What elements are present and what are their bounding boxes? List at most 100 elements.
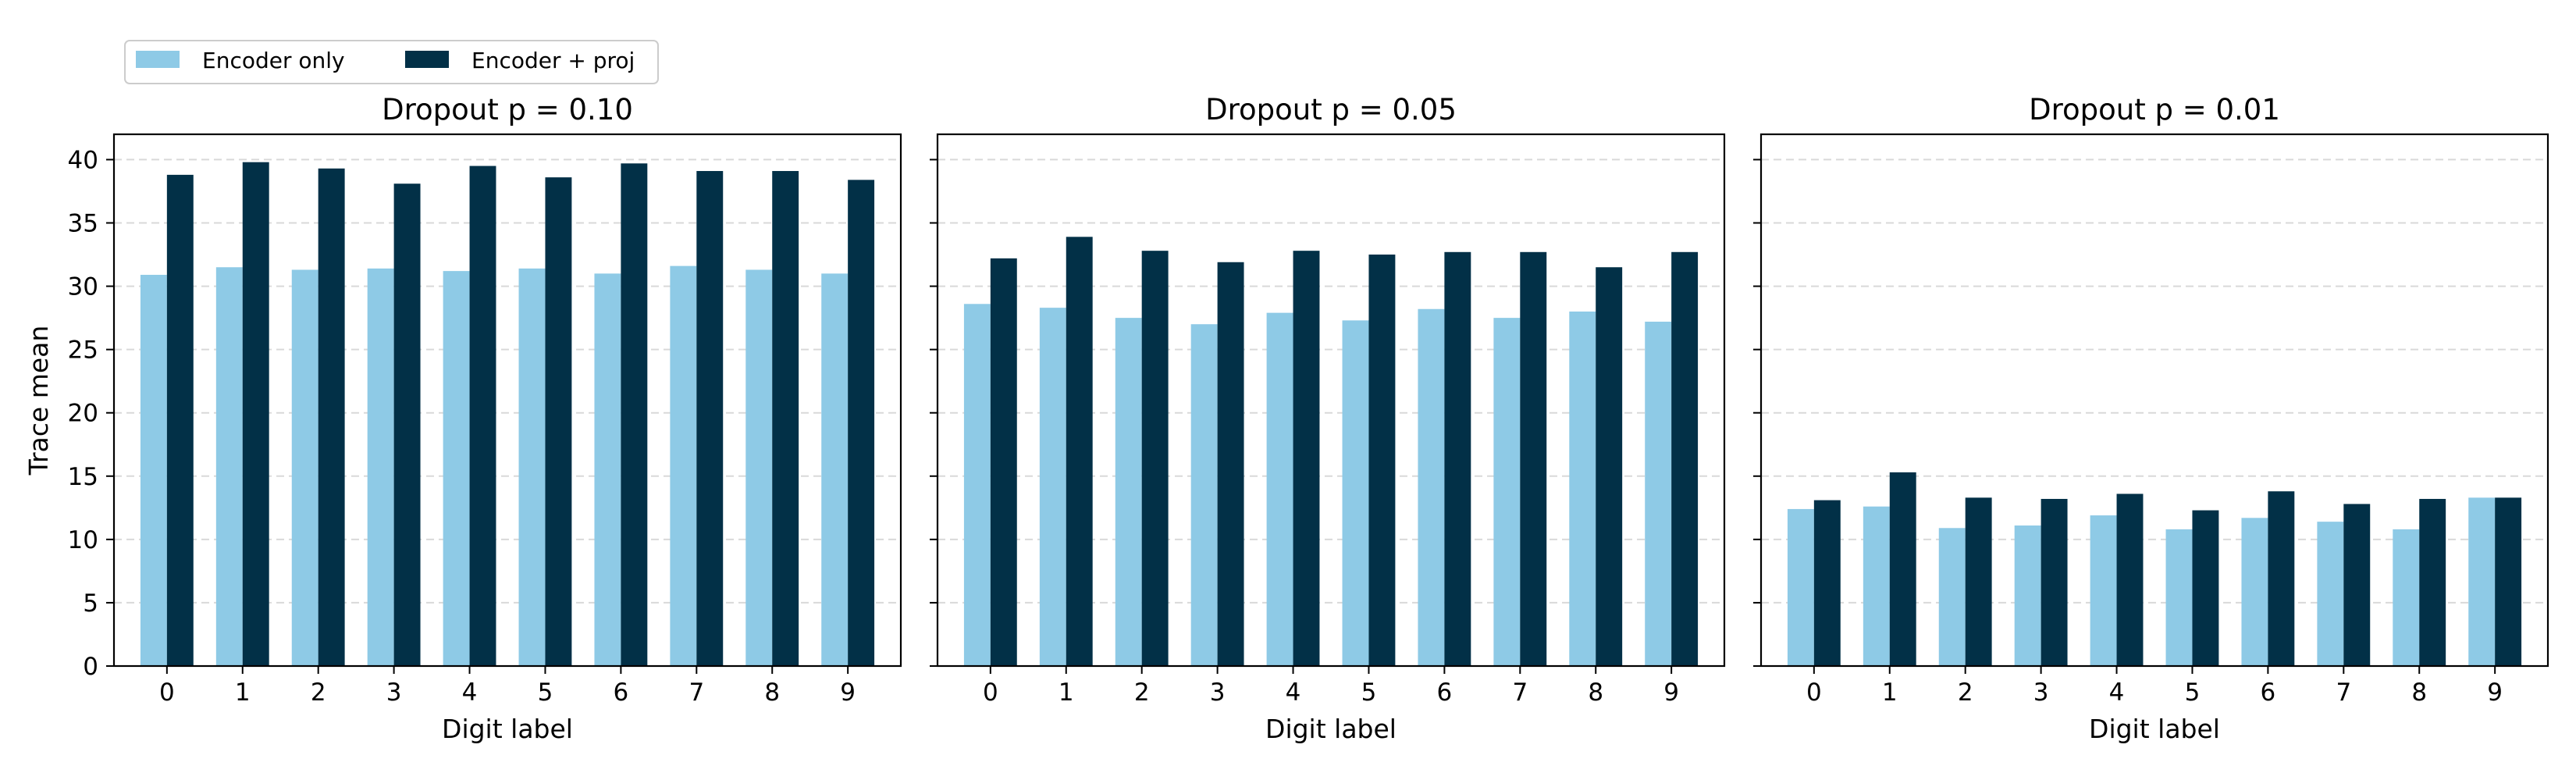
bar-encoder-only-digit-3 [2014, 525, 2041, 666]
bar-encoder-proj-digit-5 [545, 177, 572, 667]
x-tick-label: 7 [688, 679, 704, 707]
bar-encoder-only-digit-0 [963, 304, 991, 666]
y-tick-label: 35 [68, 210, 98, 238]
bar-encoder-only-digit-5 [1342, 320, 1369, 666]
x-tick-label: 6 [2261, 679, 2276, 707]
bar-encoder-only-digit-2 [1115, 318, 1142, 666]
x-tick-label: 8 [2411, 679, 2427, 707]
x-tick-label: 4 [462, 679, 478, 707]
bar-encoder-proj-digit-1 [1889, 472, 1916, 666]
bar-encoder-only-digit-1 [1863, 506, 1890, 666]
bar-encoder-proj-digit-1 [1066, 237, 1093, 667]
legend-label-0: Encoder only [202, 48, 345, 73]
bar-encoder-proj-digit-2 [1141, 251, 1169, 667]
x-tick-label: 9 [840, 679, 856, 707]
x-tick-label: 7 [1512, 679, 1528, 707]
bar-encoder-only-digit-5 [518, 268, 546, 666]
x-tick-label: 1 [1059, 679, 1074, 707]
bar-encoder-proj-digit-7 [2343, 504, 2371, 666]
x-axis-label: Digit label [442, 714, 573, 744]
bar-encoder-only-digit-8 [745, 269, 773, 666]
bar-encoder-proj-digit-7 [696, 171, 724, 666]
bar-encoder-proj-digit-6 [1444, 251, 1471, 666]
y-tick-label: 5 [83, 590, 98, 618]
bar-encoder-only-digit-2 [1938, 528, 1966, 666]
bar-encoder-proj-digit-4 [2116, 493, 2144, 666]
legend-label-1: Encoder + proj [471, 48, 635, 73]
bar-encoder-only-digit-9 [2468, 497, 2496, 666]
bar-encoder-proj-digit-9 [848, 180, 875, 666]
x-tick-label: 6 [1437, 679, 1453, 707]
bar-encoder-only-digit-6 [594, 273, 621, 666]
bar-encoder-only-digit-8 [2393, 529, 2420, 666]
x-tick-label: 1 [235, 679, 251, 707]
x-tick-label: 3 [2033, 679, 2049, 707]
legend: Encoder only Encoder + proj [124, 40, 659, 84]
x-tick-label: 5 [1361, 679, 1377, 707]
bar-encoder-only-digit-4 [1266, 312, 1293, 666]
bar-encoder-only-digit-0 [140, 274, 167, 666]
y-tick-label: 15 [68, 463, 98, 491]
x-tick-label: 4 [1286, 679, 1301, 707]
bar-encoder-only-digit-7 [1493, 318, 1521, 666]
bar-encoder-only-digit-6 [2241, 518, 2268, 666]
bar-encoder-proj-digit-9 [1671, 251, 1699, 666]
bar-encoder-proj-digit-2 [318, 168, 345, 666]
plot-frame [936, 133, 1726, 668]
chart-panel-2: 0 1 2 3 4 5 6 7 8 9 Dropout p = 0.01 Digit label [1753, 93, 2549, 744]
bar-encoder-only-digit-4 [443, 271, 470, 666]
x-tick-label: 7 [2336, 679, 2351, 707]
panel-title: Dropout p = 0.10 [382, 93, 633, 126]
x-tick-label: 8 [1588, 679, 1603, 707]
x-axis-label: Digit label [1265, 714, 1397, 744]
x-tick-label: 5 [538, 679, 553, 707]
legend-frame [124, 40, 659, 84]
bar-encoder-proj-digit-3 [1217, 262, 1244, 666]
bar-encoder-only-digit-0 [1787, 508, 1814, 666]
y-tick-label: 30 [68, 273, 98, 301]
bar-encoder-proj-digit-8 [2419, 498, 2446, 666]
bar-encoder-only-digit-9 [1645, 321, 1672, 666]
bar-encoder-only-digit-1 [1039, 308, 1066, 666]
chart-panel-1: 0 1 2 3 4 5 6 7 8 9 Dropout p = 0.05 Digit label [930, 93, 1726, 744]
bar-encoder-proj-digit-0 [990, 258, 1017, 666]
bar-encoder-proj-digit-7 [1520, 251, 1547, 666]
legend-swatch-0 [136, 51, 180, 68]
bar-encoder-proj-digit-4 [469, 166, 496, 667]
bar-encoder-only-digit-7 [2317, 522, 2344, 666]
bar-encoder-proj-digit-8 [1596, 267, 1623, 666]
plot-frame [1759, 133, 2549, 668]
x-tick-label: 8 [764, 679, 780, 707]
x-tick-label: 2 [1134, 679, 1150, 707]
bar-encoder-only-digit-3 [1190, 324, 1218, 666]
x-tick-label: 3 [1210, 679, 1226, 707]
x-tick-label: 2 [311, 679, 326, 707]
plot-frame [112, 133, 902, 668]
x-tick-label: 9 [1663, 679, 1679, 707]
bar-encoder-proj-digit-8 [772, 171, 799, 666]
y-tick-label: 20 [68, 400, 98, 428]
bar-encoder-proj-digit-3 [393, 183, 421, 666]
y-tick-label: 25 [68, 337, 98, 365]
x-tick-label: 1 [1882, 679, 1898, 707]
panel-title: Dropout p = 0.05 [1205, 93, 1457, 126]
bar-encoder-proj-digit-6 [621, 163, 648, 667]
bar-encoder-only-digit-4 [2090, 515, 2117, 666]
y-axis-label: Trace mean [23, 326, 54, 476]
y-tick-label: 10 [68, 526, 98, 554]
x-tick-label: 4 [2109, 679, 2125, 707]
x-tick-label: 5 [2185, 679, 2201, 707]
x-tick-label: 0 [1806, 679, 1822, 707]
bar-encoder-only-digit-7 [670, 265, 697, 667]
bar-encoder-only-digit-2 [291, 269, 318, 666]
legend-swatch-1 [405, 51, 449, 68]
y-tick-label: 0 [83, 653, 98, 681]
bar-encoder-proj-digit-4 [1293, 251, 1320, 667]
y-tick-label: 40 [68, 146, 98, 174]
bar-encoder-proj-digit-6 [2268, 491, 2295, 666]
bar-encoder-only-digit-1 [215, 267, 243, 666]
x-tick-label: 3 [386, 679, 402, 707]
x-tick-label: 9 [2487, 679, 2503, 707]
